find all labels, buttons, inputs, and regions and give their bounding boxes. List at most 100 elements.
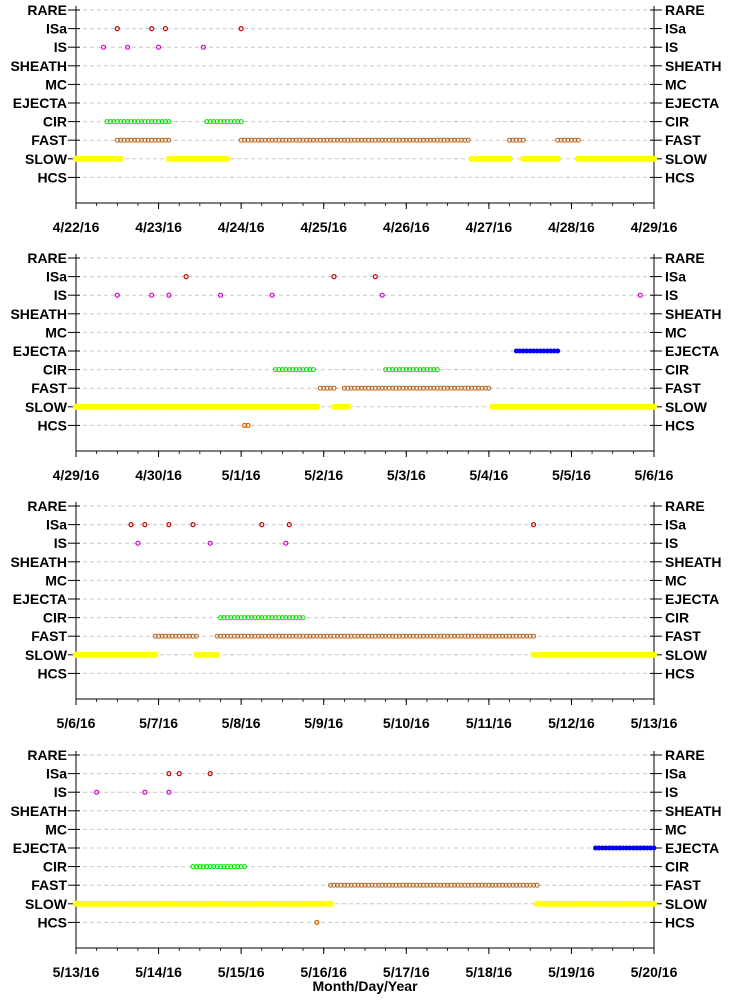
point-fast [386, 633, 392, 639]
point-fast [307, 633, 313, 639]
point-fast [352, 385, 358, 391]
point-fast [138, 137, 144, 143]
x-tick-label: 5/8/16 [222, 715, 261, 731]
point-cir [235, 864, 241, 870]
point-fast [555, 137, 561, 143]
point-cir [434, 367, 440, 373]
point-fast [396, 137, 402, 143]
y-tick-label-left: MC [45, 324, 67, 340]
point-fast [245, 137, 251, 143]
point-fast [341, 137, 347, 143]
point-is [269, 292, 275, 298]
point-fast [362, 137, 368, 143]
point-fast [427, 137, 433, 143]
point-cir [383, 367, 389, 373]
point-fast [486, 882, 492, 888]
point-fast [420, 633, 426, 639]
y-tick-label-left: EJECTA [13, 95, 67, 111]
point-is [637, 292, 643, 298]
point-is [155, 44, 162, 50]
point-isa [166, 521, 172, 528]
y-tick-label-left: ISa [46, 21, 67, 37]
point-fast [338, 633, 344, 639]
point-cir [266, 615, 272, 621]
point-fast [390, 882, 396, 888]
point-fast [441, 385, 447, 391]
point-fast [524, 633, 530, 639]
point-cir [107, 119, 113, 125]
point-fast [469, 385, 475, 391]
point-cir [224, 615, 230, 621]
point-fast [290, 137, 296, 143]
y-tick-label-left: ISa [46, 517, 67, 533]
point-fast [451, 137, 457, 143]
point-fast [252, 137, 258, 143]
point-cir [162, 119, 168, 125]
point-fast [482, 385, 488, 391]
y-tick-label-right: RARE [665, 498, 705, 514]
point-fast [359, 385, 365, 391]
point-fast [307, 137, 313, 143]
point-is [217, 292, 224, 298]
point-fast [503, 882, 509, 888]
point-fast [469, 633, 475, 639]
point-is [166, 292, 172, 298]
point-fast [338, 137, 344, 143]
point-cir [427, 367, 433, 373]
point-fast [238, 137, 244, 143]
point-fast [510, 137, 516, 143]
point-slow [327, 900, 334, 907]
point-fast [355, 137, 361, 143]
panel-2: RARE RARE ISa ISa IS IS SHEATH SHEATH MC MC EJECTA… [10, 250, 721, 483]
x-tick-label: 5/9/16 [304, 715, 343, 731]
y-tick-label-left: SLOW [25, 896, 68, 912]
point-cir [293, 615, 299, 621]
point-fast [479, 882, 485, 888]
y-tick-label-right: ISa [665, 21, 686, 37]
point-fast [348, 882, 354, 888]
point-slow [224, 155, 231, 162]
point-fast [427, 385, 433, 391]
point-fast [434, 882, 440, 888]
panel-1: RARE RARE ISa ISa IS IS SHEATH SHEATH MC MC EJECTA… [10, 2, 721, 235]
point-fast [331, 137, 337, 143]
point-fast [293, 137, 299, 143]
point-fast [372, 385, 378, 391]
point-fast [365, 633, 371, 639]
point-fast [348, 633, 354, 639]
point-fast [352, 137, 358, 143]
point-fast [276, 137, 282, 143]
y-tick-label-right: CIR [665, 859, 689, 875]
point-fast [424, 137, 430, 143]
x-tick-label: 4/23/16 [135, 219, 182, 235]
point-fast [445, 137, 451, 143]
point-fast [276, 633, 282, 639]
point-cir [407, 367, 413, 373]
point-fast [407, 385, 413, 391]
point-fast [362, 385, 368, 391]
point-fast [314, 137, 320, 143]
point-fast [255, 137, 261, 143]
y-tick-label-right: MC [665, 572, 687, 588]
point-fast [321, 137, 327, 143]
x-tick-label: 5/14/16 [135, 964, 182, 980]
x-tick-label: 4/26/16 [383, 219, 430, 235]
y-tick-label-left: RARE [27, 250, 67, 266]
point-cir [218, 615, 223, 621]
y-tick-label-left: CIR [43, 114, 67, 130]
point-fast [224, 633, 230, 639]
x-tick-label: 5/11/16 [466, 715, 512, 731]
point-cir [304, 367, 310, 373]
point-fast [486, 385, 492, 391]
point-fast [352, 882, 358, 888]
point-cir [286, 615, 292, 621]
point-fast [575, 137, 581, 143]
point-cir [307, 367, 313, 373]
point-fast [162, 137, 168, 143]
point-fast [438, 633, 444, 639]
x-tick-label: 5/6/16 [635, 467, 674, 483]
point-slow [650, 155, 658, 162]
point-fast [465, 385, 471, 391]
point-isa [207, 770, 213, 777]
point-fast [310, 633, 316, 639]
